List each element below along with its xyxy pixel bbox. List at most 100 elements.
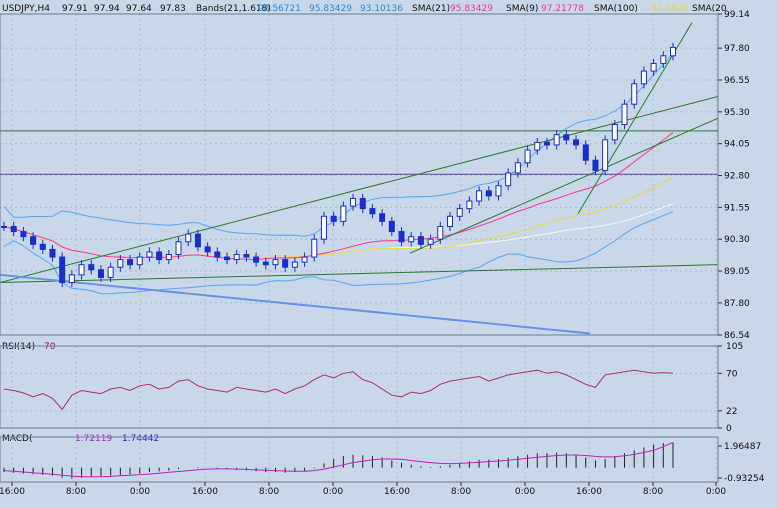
- x-tick-label: 16:00: [384, 487, 410, 497]
- candle-body: [39, 243, 46, 250]
- trendline-rising: [409, 117, 719, 254]
- candle-body: [253, 256, 260, 263]
- x-tick-label: 0:00: [706, 487, 726, 497]
- rsi-tick-label: 70: [726, 369, 738, 379]
- price-tick-label: 91.55: [724, 203, 750, 213]
- candle-body: [505, 172, 512, 187]
- symbol-label: USDJPY,H4: [2, 4, 50, 14]
- candle-body: [534, 141, 541, 151]
- candle-body: [88, 264, 95, 271]
- candle-body: [388, 220, 395, 233]
- candle-body: [97, 269, 104, 278]
- bands-upper-value: 98.56721: [258, 4, 301, 14]
- bands-lower-value: 93.10136: [360, 4, 403, 14]
- candle-body: [117, 259, 124, 268]
- candle-body: [437, 225, 444, 240]
- candle-body: [592, 159, 599, 171]
- macd-panel-frame: [0, 436, 719, 483]
- price-tick-label: 86.54: [724, 331, 750, 341]
- candle-body: [514, 162, 521, 174]
- candle-body: [59, 256, 66, 284]
- candle-body: [175, 241, 182, 255]
- candle-body: [301, 256, 308, 263]
- rsi-tick-label: 0: [726, 424, 732, 434]
- candle-body: [20, 231, 27, 238]
- price-tick-label: 92.80: [724, 172, 750, 182]
- candle-body: [146, 251, 153, 258]
- macd-value-signal: 1.74442: [122, 434, 159, 444]
- candle-body: [398, 231, 405, 243]
- rsi-tick-label: 105: [726, 342, 743, 352]
- macd-signal-line: [3, 441, 674, 478]
- candle-body: [553, 134, 560, 146]
- bands-mid-value: 95.83429: [309, 4, 352, 14]
- candle-body: [602, 139, 609, 171]
- bollinger-upper-line: [3, 53, 674, 237]
- candle-layer: [1, 42, 676, 288]
- candle-body: [272, 259, 279, 266]
- rsi-value: 70: [44, 342, 56, 352]
- candle-body: [495, 185, 502, 197]
- bollinger-lower-line: [3, 211, 674, 295]
- sma21-line: [3, 132, 674, 261]
- open-value: 97.91: [62, 4, 88, 14]
- candle-body: [369, 208, 376, 215]
- candle-body: [30, 236, 37, 245]
- sma9-label: SMA(9): [506, 4, 538, 14]
- candle-body: [563, 134, 570, 141]
- price-header: USDJPY,H4 97.91 97.94 97.64 97.83 Bands(…: [2, 4, 727, 14]
- x-tick-label: 0:00: [130, 487, 150, 497]
- close-value: 97.83: [160, 4, 186, 14]
- candle-body: [291, 261, 298, 268]
- x-tick-label: 8:00: [259, 487, 279, 497]
- candle-body: [243, 253, 250, 258]
- price-tick-label: 97.80: [724, 44, 750, 54]
- trendline-channel-lower: [0, 264, 719, 284]
- price-tick-label: 99.14: [724, 10, 750, 20]
- sma100-label: SMA(100): [594, 4, 638, 14]
- candle-body: [650, 62, 657, 72]
- trendline-falling: [0, 273, 591, 335]
- candle-body: [427, 238, 434, 245]
- candle-body: [476, 190, 483, 202]
- candle-body: [49, 248, 56, 258]
- candle-body: [660, 55, 667, 64]
- bands-label: Bands(21,1.618): [196, 4, 271, 14]
- candle-body: [640, 70, 647, 85]
- x-tick-label: 16:00: [0, 487, 25, 497]
- candle-body: [485, 190, 492, 197]
- sma21-value: 95.83429: [450, 4, 493, 14]
- candle-body: [262, 261, 269, 266]
- price-tick-label: 95.30: [724, 108, 750, 118]
- axes-layer: 99.14 97.80 96.55 95.30 94.05 92.80 91.55 90.30…: [0, 10, 765, 497]
- candle-body: [670, 46, 676, 57]
- rsi-panel-frame: [0, 345, 719, 429]
- candle-body: [466, 200, 473, 210]
- high-value: 97.94: [94, 4, 120, 14]
- x-tick-label: 8:00: [643, 487, 663, 497]
- candle-body: [320, 215, 327, 240]
- macd-label: MACD(: [2, 434, 33, 444]
- sma21-label: SMA(21): [412, 4, 450, 14]
- price-tick-label: 96.55: [724, 76, 750, 86]
- overlay-layer: [0, 22, 719, 335]
- candle-body: [379, 213, 386, 222]
- candle-body: [68, 274, 75, 284]
- sma200-label: SMA(20: [692, 4, 727, 14]
- candle-body: [214, 251, 221, 258]
- price-tick-label: 87.80: [724, 299, 750, 309]
- candle-body: [204, 246, 211, 253]
- price-panel-frame: [0, 13, 719, 336]
- sma9-value: 97.21778: [541, 4, 584, 14]
- rsi-label: RSI(14): [2, 342, 35, 352]
- candle-body: [107, 266, 114, 278]
- x-tick-label: 16:00: [576, 487, 602, 497]
- candle-body: [311, 238, 318, 258]
- candle-body: [127, 259, 134, 266]
- rsi-tick-label: 22: [726, 407, 737, 417]
- candle-body: [611, 124, 618, 141]
- candle-body: [582, 144, 589, 161]
